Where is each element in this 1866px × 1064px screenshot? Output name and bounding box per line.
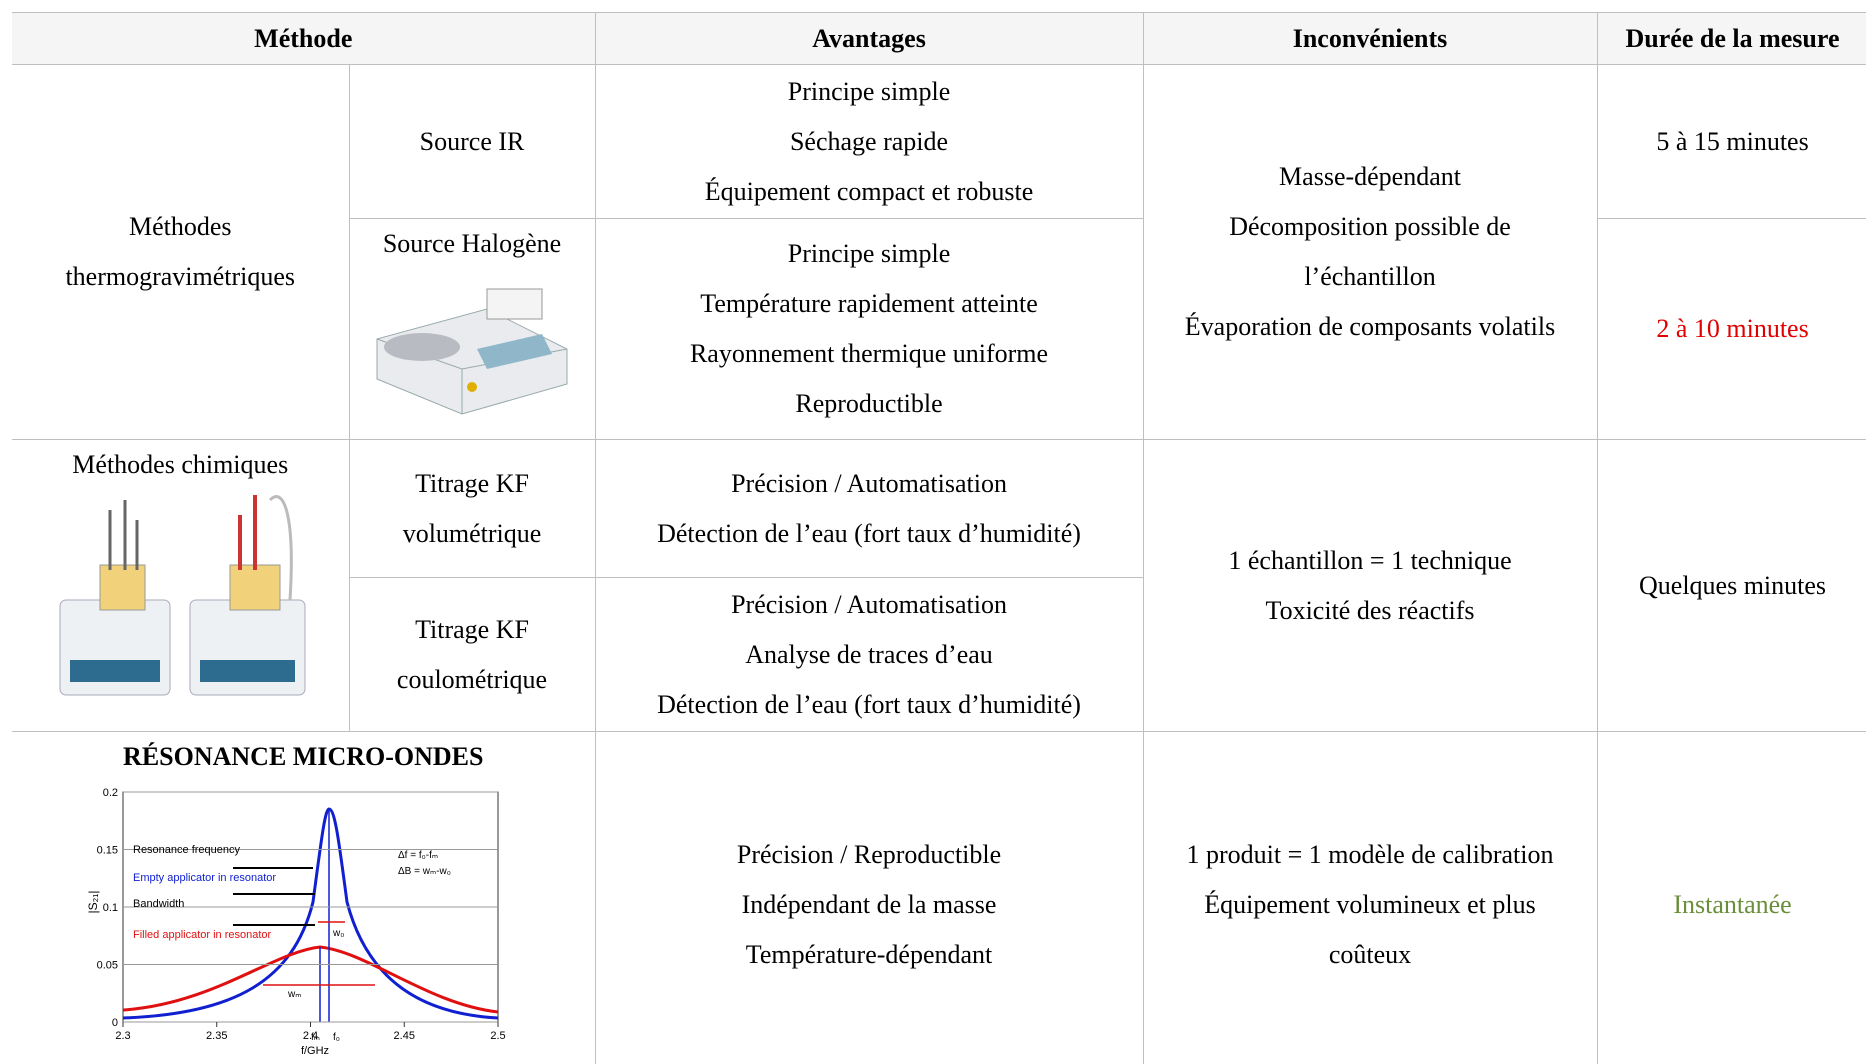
y-tick-label: 0.15 xyxy=(97,845,118,857)
advantage: Température-dépendant xyxy=(745,939,993,969)
drawback: Décomposition possible de l’échantillon xyxy=(1229,212,1511,291)
marker-label: fₘ xyxy=(311,1032,320,1043)
x-tick-label: 2.4 xyxy=(303,1030,318,1042)
advantage: Précision / Automatisation xyxy=(731,468,1007,498)
y-axis-label: |S₂₁| xyxy=(86,891,100,914)
duration-cell: Instantanée xyxy=(1596,731,1866,1064)
duration: Quelques minutes xyxy=(1639,570,1827,600)
x-axis-label: f/GHz xyxy=(301,1045,329,1057)
duration-cell: 2 à 10 minutes xyxy=(1596,218,1866,440)
drawbacks-cell: Masse-dépendant Décomposition possible d… xyxy=(1142,64,1598,440)
drawback: 1 produit = 1 modèle de calibration xyxy=(1186,839,1554,869)
drawback: Évaporation de composants volatils xyxy=(1184,312,1556,341)
y-tick-label: 0.1 xyxy=(103,902,118,914)
bandwidth-lines xyxy=(263,921,376,986)
source-cell: Titrage KF volumétrique xyxy=(348,439,596,578)
source-cell: Source Halogène xyxy=(349,218,596,440)
x-tick-label: 2.3 xyxy=(116,1030,131,1042)
advantage: Détection de l’eau (fort taux d’humidité… xyxy=(657,518,1081,548)
advantages-cell: Précision / Automatisation Analyse de tr… xyxy=(594,577,1144,732)
source-cell: Source IR xyxy=(348,64,596,219)
drawbacks-cell: 1 produit = 1 modèle de calibration Équi… xyxy=(1142,731,1598,1064)
advantages-cell: Précision / Automatisation Détection de … xyxy=(594,439,1144,578)
advantage: Séchage rapide xyxy=(789,126,949,156)
titrator-image xyxy=(59,495,306,696)
drawback: Équipement volumineux et plus coûteux xyxy=(1204,889,1536,969)
drawback: Toxicité des réactifs xyxy=(1265,595,1475,625)
advantage: Précision / Automatisation xyxy=(731,589,1007,619)
drawbacks-cell: 1 échantillon = 1 technique Toxicité des… xyxy=(1142,439,1598,732)
y-tick-label: 0.05 xyxy=(97,960,118,972)
curve-label: Empty applicator in resonator xyxy=(133,872,276,884)
header-cell: Méthode xyxy=(12,12,596,65)
advantages-cell: Principe simple Température rapidement a… xyxy=(594,218,1144,440)
comparison-table: Méthode Avantages Inconvénients Durée de… xyxy=(12,12,1866,1064)
marker-label: w₀ xyxy=(332,928,344,939)
duration-cell: 5 à 15 minutes xyxy=(1596,64,1866,219)
advantage: Analyse de traces d’eau xyxy=(745,639,993,669)
drawback: Masse-dépendant xyxy=(1279,162,1461,191)
duration: 5 à 15 minutes xyxy=(1656,126,1809,156)
source: Source Halogène xyxy=(382,229,562,258)
advantage: Détection de l’eau (fort taux d’humidité… xyxy=(657,689,1081,719)
header-cell: Avantages xyxy=(594,12,1144,65)
advantages-cell: Précision / Reproductible Indépendant de… xyxy=(594,731,1144,1064)
method-cell: Méthodes chimiques xyxy=(12,439,350,732)
x-tick-label: 2.45 xyxy=(394,1030,415,1042)
method: Méthodes chimiques xyxy=(72,450,289,479)
curve-label: Filled applicator in resonator xyxy=(133,929,272,941)
advantage: Indépendant de la masse xyxy=(741,889,997,919)
header-cell: Durée de la mesure xyxy=(1596,12,1866,65)
formula: Δf = f₀-fₘ xyxy=(398,850,438,861)
marker-label: f₀ xyxy=(333,1032,340,1043)
formula: ΔB = wₘ-w₀ xyxy=(398,866,451,877)
advantage: Principe simple xyxy=(787,239,951,268)
method: RÉSONANCE MICRO-ONDES xyxy=(123,742,484,771)
method: Méthodes thermogravimétriques xyxy=(65,212,296,291)
source: Source IR xyxy=(419,126,525,156)
advantage: Équipement compact et robuste xyxy=(704,176,1034,206)
advantage: Précision / Reproductible xyxy=(736,839,1002,869)
resonance-figure: 0 0.05 0.1 0.15 0.2 2.3 2.35 2.4 2.45 2.5 f/GHz |S₂… xyxy=(86,787,506,1057)
marker-label: wₘ xyxy=(287,989,301,1000)
curve-label: Bandwidth xyxy=(133,898,184,910)
x-tick-label: 2.5 xyxy=(491,1030,506,1042)
curve-label: Resonance frequency xyxy=(133,844,241,856)
advantages-cell: Principe simple Séchage rapide Équipemen… xyxy=(594,64,1144,219)
y-tick-label: 0.2 xyxy=(103,787,118,799)
advantage: Température rapidement atteinte xyxy=(700,289,1038,318)
advantage: Principe simple xyxy=(787,76,951,106)
y-tick-label: 0 xyxy=(112,1017,118,1029)
duration: 2 à 10 minutes xyxy=(1656,314,1809,343)
method-cell: Méthodes thermogravimétriques xyxy=(12,64,350,440)
x-tick-label: 2.35 xyxy=(206,1030,227,1042)
advantage: Reproductible xyxy=(795,389,943,418)
method-cell: RÉSONANCE MICRO-ONDES 0 0.05 0.1 0.15 0.2 2.3… xyxy=(12,731,596,1064)
duration-cell: Quelques minutes xyxy=(1596,439,1866,732)
source: Titrage KF coulométrique xyxy=(396,614,548,694)
pointer-arrows xyxy=(233,867,316,926)
duration: Instantanée xyxy=(1673,889,1792,919)
drawback: 1 échantillon = 1 technique xyxy=(1228,545,1512,575)
source-cell: Titrage KF coulométrique xyxy=(349,577,596,732)
advantage: Rayonnement thermique uniforme xyxy=(689,339,1049,368)
halogen-device-image xyxy=(376,288,568,415)
source: Titrage KF volumétrique xyxy=(402,468,542,548)
header-cell: Inconvénients xyxy=(1142,12,1598,65)
